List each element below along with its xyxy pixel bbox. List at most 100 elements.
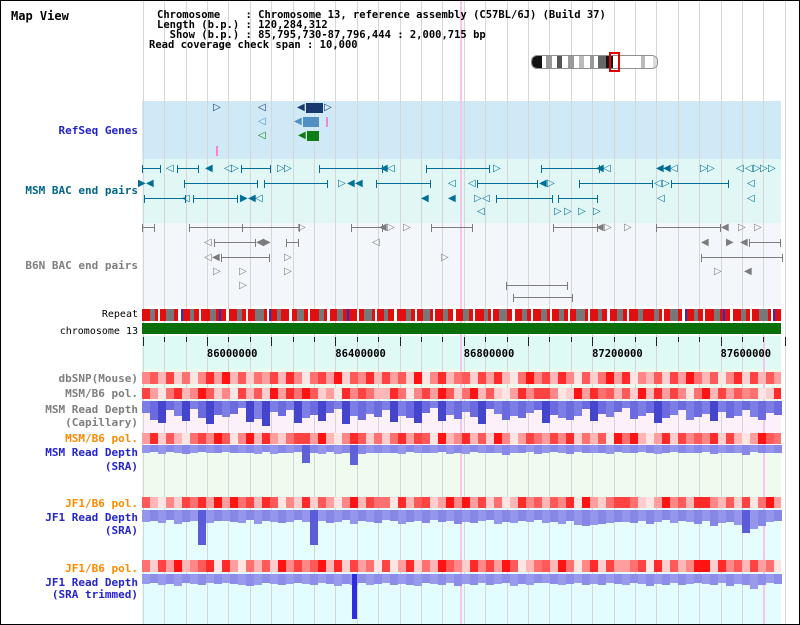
msm-bac-arrow[interactable]: ◁ [654,178,662,189]
refseq-gene-tick[interactable] [326,117,328,127]
msm-bac-range[interactable] [477,180,538,188]
msm-bac-arrow[interactable]: ◁ [224,163,232,174]
b6n-bac-arrow[interactable]: ◀ [379,222,387,233]
b6n-bac-arrow[interactable]: ◀ [596,222,604,233]
msm-bac-arrow[interactable]: ▷ [277,163,285,174]
b6n-bac-arrow[interactable]: ▷ [714,266,722,277]
msm-bac-arrow[interactable]: ▷ [753,163,761,174]
refseq-gene-arrow[interactable]: ▷ [213,102,221,113]
msm-bac-arrow[interactable]: ◁ [747,193,755,204]
msm-bac-arrow[interactable]: ◁ [182,193,190,204]
b6n-bac-range[interactable] [242,224,300,232]
msm-bac-arrow[interactable]: ◀ [663,163,671,174]
msm-bac-arrow[interactable]: ◀ [248,193,256,204]
b6n-bac-range[interactable] [221,254,270,262]
b6n-bac-range[interactable] [506,282,568,290]
refseq-gene-exon-box[interactable] [307,131,319,141]
msm-bac-arrow[interactable]: ◁ [657,193,665,204]
msm-bac-arrow[interactable]: ▶ [240,193,248,204]
msm-bac-arrow[interactable]: ▷ [284,163,292,174]
b6n-bac-range[interactable] [142,224,155,232]
refseq-gene-arrow[interactable]: ◁ [258,130,266,141]
b6n-bac-range[interactable] [656,224,721,232]
msm-bac-arrow[interactable]: ◁ [255,193,263,204]
b6n-bac-arrow[interactable]: ▷ [239,280,247,291]
b6n-bac-arrow[interactable]: ▷ [624,222,632,233]
msm-bac-arrow[interactable]: ▷ [707,163,715,174]
b6n-bac-arrow[interactable]: ▶ [263,237,271,248]
b6n-bac-arrow[interactable]: ◀ [721,222,729,233]
b6n-bac-range[interactable] [701,254,783,262]
b6n-bac-arrow[interactable]: ◁ [204,237,212,248]
chromosome-ideogram[interactable] [531,55,658,69]
ideogram-view-marker[interactable] [609,52,620,72]
msm-bac-range[interactable] [193,195,238,203]
msm-bac-range[interactable] [426,165,490,173]
b6n-bac-arrow[interactable]: ◁ [372,237,380,248]
b6n-bac-arrow[interactable]: ◀ [212,252,220,263]
msm-bac-arrow[interactable]: ◁ [448,178,456,189]
msm-bac-arrow[interactable]: ▷ [662,178,670,189]
b6n-bac-range[interactable] [351,224,383,232]
b6n-bac-arrow[interactable]: ▷ [403,222,411,233]
refseq-gene-arrow[interactable]: ▷ [324,102,332,113]
b6n-bac-arrow[interactable]: ▷ [298,222,306,233]
b6n-bac-arrow[interactable]: ▷ [239,266,247,277]
msm-bac-range[interactable] [496,195,553,203]
msm-bac-arrow[interactable]: ◁ [387,163,395,174]
msm-bac-arrow[interactable]: ▷ [700,163,708,174]
b6n-bac-range[interactable] [513,294,573,302]
msm-bac-arrow[interactable]: ▷ [493,163,501,174]
refseq-gene-arrow[interactable]: ◀ [297,102,305,113]
msm-bac-arrow[interactable]: ◁ [670,163,678,174]
msm-bac-arrow[interactable]: ▷ [593,206,601,217]
msm-bac-arrow[interactable]: ◁ [747,178,755,189]
msm-bac-arrow[interactable]: ▷ [760,163,768,174]
msm-bac-arrow[interactable]: ◁ [482,193,490,204]
msm-bac-range[interactable] [671,180,729,188]
b6n-bac-range[interactable] [431,224,473,232]
msm-bac-arrow[interactable]: ◁ [468,178,476,189]
msm-bac-arrow[interactable]: ▷ [547,178,555,189]
b6n-bac-range[interactable] [189,224,243,232]
b6n-bac-arrow[interactable]: ◀ [744,266,752,277]
msm-bac-arrow[interactable]: ◀ [596,163,604,174]
msm-bac-arrow[interactable]: ◀ [539,178,547,189]
b6n-bac-arrow[interactable]: ▷ [738,222,746,233]
b6n-bac-arrow[interactable]: ◁ [204,252,212,263]
msm-bac-arrow[interactable]: ◀ [421,193,429,204]
msm-bac-arrow[interactable]: ◀ [380,163,388,174]
msm-bac-range[interactable] [579,180,653,188]
refseq-gene-exon-box[interactable] [303,117,319,127]
refseq-gene-arrow[interactable]: ◁ [258,102,266,113]
msm-bac-range[interactable] [541,165,600,173]
msm-bac-arrow[interactable]: ◁ [745,163,753,174]
msm-bac-arrow[interactable]: ▷ [768,163,776,174]
refseq-gene-arrow[interactable]: ◀ [294,116,302,127]
msm-bac-range[interactable] [376,180,431,188]
msm-bac-arrow[interactable]: ▷ [564,206,572,217]
msm-bac-arrow[interactable]: ◀ [355,178,363,189]
b6n-bac-arrow[interactable]: ▷ [754,222,762,233]
msm-bac-arrow[interactable]: ▷ [338,178,346,189]
msm-bac-range[interactable] [319,165,383,173]
b6n-bac-arrow[interactable]: ▷ [213,266,221,277]
msm-bac-arrow[interactable]: ◀ [448,193,456,204]
msm-bac-range[interactable] [264,180,328,188]
msm-bac-arrow[interactable]: ▷ [231,163,239,174]
msm-bac-range[interactable] [142,165,161,173]
msm-bac-arrow[interactable]: ▷ [474,193,482,204]
refseq-gene-tick[interactable] [216,146,218,156]
msm-bac-range[interactable] [144,195,186,203]
b6n-bac-range[interactable] [286,239,299,247]
msm-bac-range[interactable] [558,195,598,203]
msm-bac-arrow[interactable]: ▶ [138,178,146,189]
msm-bac-range[interactable] [184,180,258,188]
b6n-bac-range[interactable] [553,224,598,232]
msm-bac-arrow[interactable]: ◁ [736,163,744,174]
b6n-bac-arrow[interactable]: ◀ [256,237,264,248]
msm-bac-arrow[interactable]: ▷ [554,206,562,217]
msm-bac-range[interactable] [177,165,199,173]
refseq-gene-arrow[interactable]: ◁ [258,116,266,127]
msm-bac-range[interactable] [241,165,271,173]
